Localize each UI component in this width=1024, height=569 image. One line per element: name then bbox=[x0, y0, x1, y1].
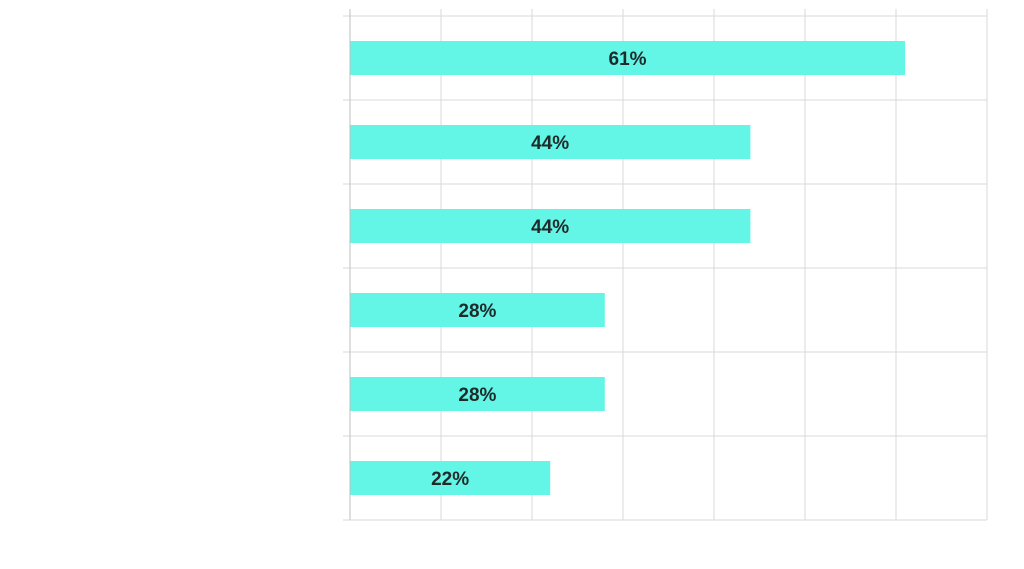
bars bbox=[350, 41, 906, 495]
bar bbox=[350, 41, 906, 75]
bar bbox=[350, 461, 551, 495]
gridlines bbox=[343, 9, 988, 521]
bar-data-label: 28% bbox=[458, 385, 496, 406]
bar-data-label: 44% bbox=[531, 133, 569, 154]
bar bbox=[350, 209, 751, 243]
data-labels: 61% 44% 44% 28% 28% 22% bbox=[431, 49, 647, 490]
axes bbox=[349, 9, 987, 521]
bar-data-label: 28% bbox=[458, 301, 496, 322]
bar-data-label: 61% bbox=[609, 49, 647, 70]
bar bbox=[350, 293, 605, 327]
bar-data-label: 22% bbox=[431, 469, 469, 490]
bar-data-label: 44% bbox=[531, 217, 569, 238]
bar bbox=[350, 377, 605, 411]
bar bbox=[350, 125, 751, 159]
